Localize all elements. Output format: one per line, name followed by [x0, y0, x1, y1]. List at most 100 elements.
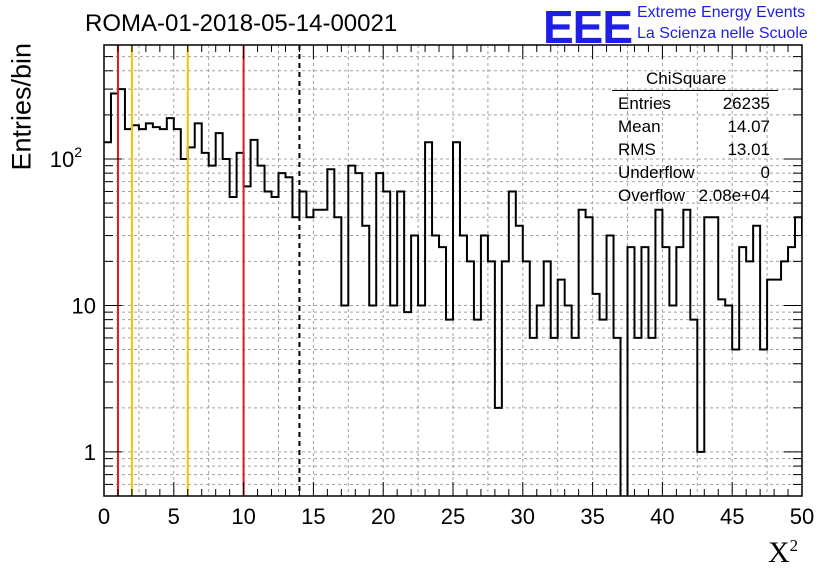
histogram-bin	[418, 305, 425, 496]
histogram-bin	[502, 261, 509, 496]
histogram-bin	[579, 210, 586, 496]
histogram-bin	[244, 186, 251, 496]
histogram-bin	[523, 261, 530, 496]
stat-label-entries: Entries	[618, 94, 671, 113]
histogram-bin	[481, 236, 488, 496]
histogram-bin	[572, 338, 579, 496]
histogram-bin	[586, 217, 593, 496]
histogram-bin	[760, 350, 767, 496]
stats-box-rule	[612, 90, 778, 91]
x-tick-label: 25	[441, 504, 465, 529]
histogram-bin	[299, 191, 306, 496]
histogram-bin	[251, 140, 258, 496]
x-tick-label: 35	[580, 504, 604, 529]
x-tick-label: 40	[650, 504, 674, 529]
histogram-bin	[341, 305, 348, 496]
histogram-bin	[467, 261, 474, 496]
histogram-bin	[111, 93, 118, 496]
histogram-bin	[746, 261, 753, 496]
stat-value-underflow: 0	[760, 163, 770, 182]
eee-logo: EEE	[543, 1, 633, 53]
logo-line-1: Extreme Energy Events	[637, 4, 806, 21]
histogram-bin	[823, 350, 830, 496]
y-tick-label: 102	[50, 144, 82, 172]
histogram-bin	[181, 159, 188, 496]
histogram-bin	[816, 226, 823, 496]
y-tick-label: 10	[72, 293, 96, 318]
histogram-bin	[118, 89, 125, 496]
x-tick-label: 50	[790, 504, 814, 529]
histogram-bin	[509, 191, 516, 496]
histogram-bin	[279, 173, 286, 496]
histogram-bin	[795, 217, 802, 496]
histogram-bin	[355, 173, 362, 496]
x-axis: 0 5 10 15 20 25 30 35 40 45 50	[98, 45, 814, 529]
histogram-bin	[711, 217, 718, 496]
histogram-bin	[258, 166, 265, 496]
x-axis-title-sup: 2	[789, 536, 799, 555]
threshold-lines	[116, 45, 301, 496]
histogram-bin	[209, 166, 216, 496]
x-tick-label: 0	[98, 504, 110, 529]
histogram-bin	[830, 236, 836, 496]
stat-value-overflow: 2.08e+04	[698, 186, 770, 205]
histogram-bins	[104, 89, 836, 496]
histogram-bin	[146, 123, 153, 496]
histogram-bin	[216, 133, 223, 496]
histogram-bin	[320, 210, 327, 496]
stat-label-overflow: Overflow	[618, 186, 686, 205]
histogram-bin	[362, 226, 369, 496]
histogram-bin	[537, 305, 544, 496]
histogram-bin	[404, 312, 411, 496]
histogram-bin	[607, 236, 614, 496]
histogram-bin	[292, 217, 299, 496]
histogram-bin	[516, 226, 523, 496]
y-axis-title: Entries/bin	[6, 42, 37, 171]
stat-value-mean: 14.07	[727, 117, 770, 136]
histogram-bin	[781, 261, 788, 496]
histogram-bin	[313, 210, 320, 496]
histogram-bin	[132, 125, 139, 496]
histogram-bin	[411, 236, 418, 496]
histogram-bin	[272, 197, 279, 496]
histogram-bin	[376, 173, 383, 496]
histogram-bin	[732, 350, 739, 496]
histogram-bin	[285, 177, 292, 496]
histogram-bin	[265, 191, 272, 496]
histogram-bin	[202, 153, 209, 496]
run-title: ROMA-01-2018-05-14-00021	[85, 10, 398, 37]
histogram-bin	[390, 305, 397, 496]
histogram-bin	[614, 338, 621, 496]
histogram-bin	[544, 261, 551, 496]
x-tick-label: 5	[168, 504, 180, 529]
histogram-bin	[397, 191, 404, 496]
stat-value-rms: 13.01	[727, 140, 770, 159]
histogram-bin	[753, 226, 760, 496]
histogram-bin	[488, 261, 495, 496]
histogram-bin	[648, 338, 655, 496]
histogram-bin	[432, 236, 439, 496]
histogram-bin	[655, 210, 662, 496]
histogram-bin	[188, 147, 195, 496]
stat-value-entries: 26235	[722, 94, 770, 113]
stat-label-rms: RMS	[618, 140, 656, 159]
histogram-bin	[704, 217, 711, 496]
y-axis: 1 10 102	[50, 44, 802, 497]
stat-label-mean: Mean	[618, 117, 661, 136]
stats-box-title: ChiSquare	[646, 69, 727, 88]
x-tick-label: 15	[301, 504, 325, 529]
histogram-bin	[725, 305, 732, 496]
histogram-bin	[565, 305, 572, 496]
logo-line-2: La Scienza nelle Scuole	[637, 25, 808, 42]
histogram-outline	[104, 88, 802, 496]
histogram-bin	[809, 382, 816, 496]
histogram-bin	[669, 305, 676, 496]
histogram-bin	[327, 169, 334, 496]
histogram-bin	[195, 123, 202, 496]
stat-label-underflow: Underflow	[618, 163, 695, 182]
histogram-bin	[369, 305, 376, 496]
x-tick-label: 10	[231, 504, 255, 529]
histogram-bin	[306, 217, 313, 496]
histogram-bin	[230, 197, 237, 496]
histogram-bin	[551, 338, 558, 496]
